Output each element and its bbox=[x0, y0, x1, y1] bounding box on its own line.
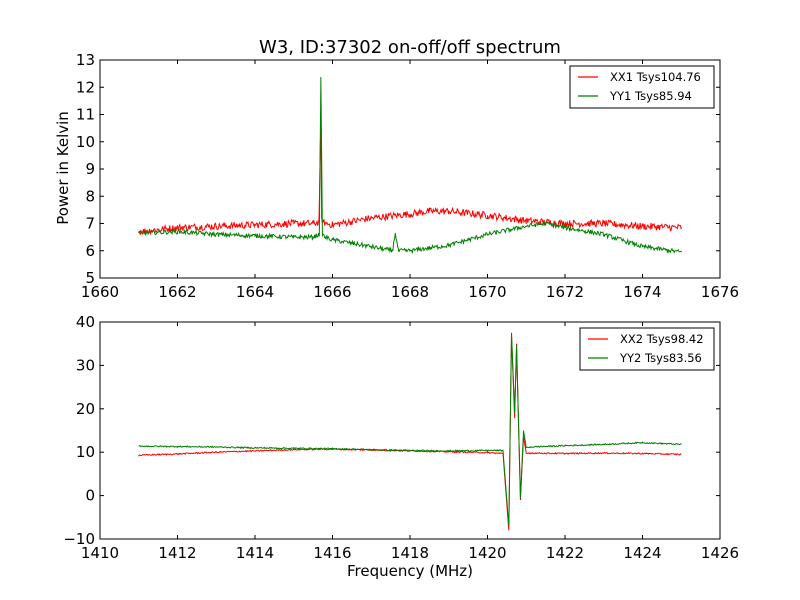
top-y-tick-label: 11 bbox=[76, 106, 95, 124]
bottom-x-tick-label: 1416 bbox=[313, 544, 351, 562]
chart-title: W3, ID:37302 on-off/off spectrum bbox=[259, 37, 561, 58]
top-series-line-1 bbox=[138, 119, 682, 236]
bottom-x-tick-label: 1412 bbox=[158, 544, 196, 562]
top-y-tick-label: 10 bbox=[76, 133, 95, 151]
top-legend: XX1 Tsys104.76 YY1 Tsys85.94 bbox=[569, 65, 715, 109]
bottom-legend-label: YY2 Tsys83.56 bbox=[619, 351, 702, 365]
bottom-y-tick-label: −10 bbox=[63, 530, 95, 548]
bottom-y-tick-label: 20 bbox=[76, 400, 95, 418]
bottom-y-tick-label: 0 bbox=[85, 487, 95, 505]
x-axis-label: Frequency (MHz) bbox=[347, 562, 473, 580]
top-legend-label: YY1 Tsys85.94 bbox=[609, 89, 692, 103]
bottom-legend-box bbox=[579, 327, 715, 371]
top-x-tick-label: 1674 bbox=[623, 283, 661, 301]
top-y-tick-label: 8 bbox=[85, 187, 95, 205]
bottom-x-tick-label: 1414 bbox=[236, 544, 274, 562]
bottom-series-line-2 bbox=[138, 332, 682, 527]
top-x-tick-label: 1664 bbox=[236, 283, 274, 301]
bottom-plot: 1410 1412 1414 1416 1418 1420 1422 1424 1426 −10 0… bbox=[63, 313, 739, 562]
top-x-tick-label: 1660 bbox=[81, 283, 119, 301]
top-y-tick-label: 12 bbox=[76, 78, 95, 96]
top-legend-box bbox=[569, 65, 715, 109]
top-x-tick-label: 1672 bbox=[546, 283, 584, 301]
bottom-y-tick-label: 10 bbox=[76, 443, 95, 461]
bottom-series-line-1 bbox=[138, 334, 682, 531]
top-x-tick-label: 1668 bbox=[391, 283, 429, 301]
top-x-tick-label: 1662 bbox=[158, 283, 196, 301]
bottom-x-tick-label: 1410 bbox=[81, 544, 119, 562]
top-y-tick-label: 13 bbox=[76, 51, 95, 69]
top-y-tick-label: 7 bbox=[85, 215, 95, 233]
top-series-line-2 bbox=[138, 77, 682, 255]
top-legend-label: XX1 Tsys104.76 bbox=[610, 70, 701, 84]
top-y-tick-label: 9 bbox=[85, 160, 95, 178]
bottom-x-tick-label: 1424 bbox=[623, 544, 661, 562]
bottom-y-tick-label: 30 bbox=[76, 356, 95, 374]
bottom-x-tick-label: 1418 bbox=[391, 544, 429, 562]
top-plot: 1660 1662 1664 1666 1668 1670 1672 1674 1676 5 6 7 8… bbox=[76, 51, 739, 301]
top-x-tick-label: 1670 bbox=[468, 283, 506, 301]
bottom-x-tick-label: 1420 bbox=[468, 544, 506, 562]
bottom-legend: XX2 Tsys98.42 YY2 Tsys83.56 bbox=[579, 327, 715, 371]
top-x-tick-label: 1676 bbox=[701, 283, 739, 301]
bottom-y-tick-label: 40 bbox=[76, 313, 95, 331]
bottom-x-tick-label: 1422 bbox=[546, 544, 584, 562]
top-x-tick-label: 1666 bbox=[313, 283, 351, 301]
y-axis-label: Power in Kelvin bbox=[54, 111, 72, 225]
top-y-tick-label: 6 bbox=[85, 242, 95, 260]
top-y-tick-label: 5 bbox=[85, 269, 95, 287]
bottom-legend-label: XX2 Tsys98.42 bbox=[620, 332, 704, 346]
bottom-x-tick-label: 1426 bbox=[701, 544, 739, 562]
